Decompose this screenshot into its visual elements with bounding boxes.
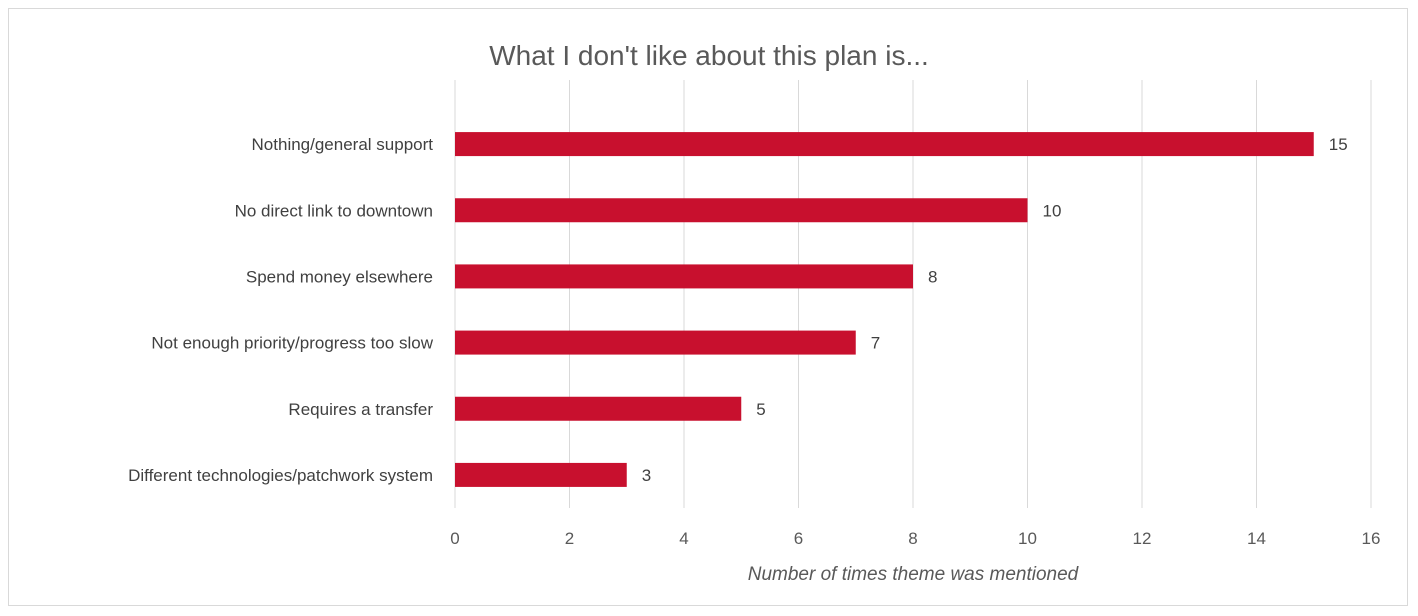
data-label: 3	[642, 466, 651, 485]
bar	[455, 132, 1314, 157]
category-label: No direct link to downtown	[235, 201, 433, 220]
x-tick-label: 14	[1247, 529, 1266, 548]
x-axis-title: Number of times theme was mentioned	[748, 564, 1080, 585]
x-tick-label: 8	[908, 529, 917, 548]
chart-frame	[8, 8, 1408, 606]
x-tick-label: 16	[1362, 529, 1381, 548]
data-label: 15	[1329, 135, 1348, 154]
x-tick-label: 12	[1133, 529, 1152, 548]
bar	[455, 264, 913, 289]
x-tick-label: 0	[450, 529, 459, 548]
x-tick-label: 4	[679, 529, 688, 548]
data-label: 7	[871, 334, 880, 353]
data-label: 10	[1043, 201, 1062, 220]
x-tick-label: 2	[565, 529, 574, 548]
category-label: Nothing/general support	[252, 135, 434, 154]
bar	[455, 396, 742, 421]
x-tick-label: 10	[1018, 529, 1037, 548]
chart-title: What I don't like about this plan is...	[489, 40, 929, 71]
data-label: 8	[928, 267, 937, 286]
x-tick-label: 6	[794, 529, 803, 548]
bar	[455, 462, 627, 487]
bar	[455, 198, 1028, 223]
category-label: Different technologies/patchwork system	[128, 466, 433, 485]
category-label: Not enough priority/progress too slow	[151, 334, 433, 353]
data-label: 5	[756, 400, 765, 419]
category-label: Spend money elsewhere	[246, 267, 433, 286]
bar	[455, 330, 856, 355]
category-label: Requires a transfer	[288, 400, 433, 419]
